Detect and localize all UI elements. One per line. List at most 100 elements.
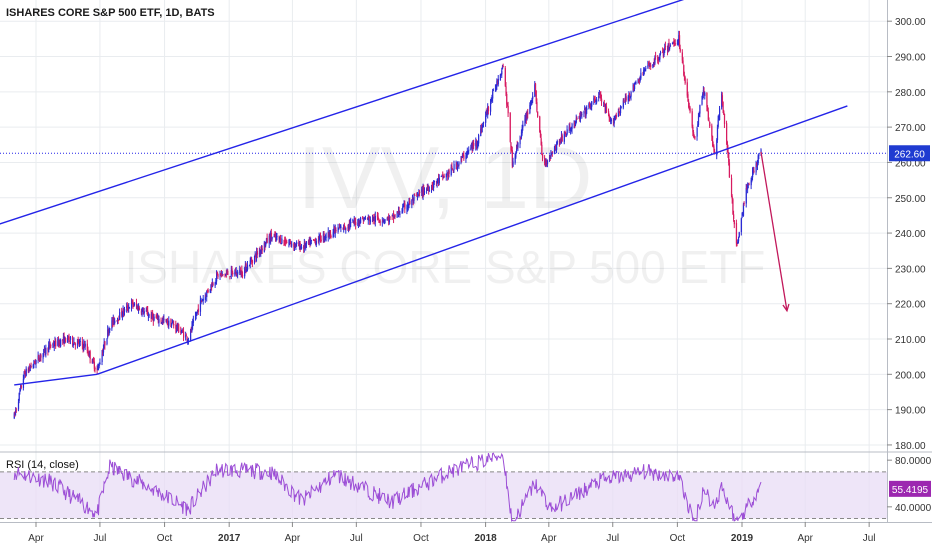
time-tick-label: Jul: [863, 533, 876, 544]
rsi-axis[interactable]: 40.0000 80.0000 55.4195: [887, 456, 932, 514]
candle-body: [13, 413, 15, 419]
candle-body: [368, 216, 370, 218]
rsi-line: [13, 452, 762, 522]
candle-body: [452, 169, 454, 171]
candle-body: [158, 319, 160, 323]
channel-upper-line[interactable]: [0, 0, 703, 233]
candle-body: [258, 250, 261, 255]
candle-body: [575, 121, 577, 126]
candle-body: [684, 77, 686, 84]
channel-lower-start-line[interactable]: [14, 373, 98, 386]
candle-body: [251, 260, 254, 264]
candle-body: [711, 135, 714, 144]
candle-body: [25, 368, 27, 376]
candle-body: [152, 312, 154, 318]
candle-body: [545, 159, 547, 167]
candle-body: [58, 342, 60, 345]
candle-body: [131, 301, 133, 308]
candle-body: [310, 241, 312, 245]
candle-body: [752, 171, 754, 172]
candle-body: [327, 231, 329, 238]
candle-body: [313, 240, 315, 241]
candle-body: [569, 126, 571, 130]
candle-body: [101, 353, 103, 363]
projection-arrow-line[interactable]: [760, 151, 788, 311]
candle-body: [310, 240, 313, 241]
candle-body: [182, 331, 184, 333]
candle-body: [598, 95, 600, 99]
price-tick-label: 210.00: [895, 335, 926, 346]
candle-body: [146, 310, 148, 312]
candle-body: [379, 221, 381, 223]
candle-body: [374, 216, 377, 223]
candle-body: [652, 64, 654, 66]
candle-body: [113, 317, 115, 324]
candle-body: [123, 309, 125, 313]
candle-body: [753, 170, 755, 172]
candle-body: [94, 368, 96, 370]
candle-body: [750, 180, 752, 186]
candle-body: [289, 241, 292, 243]
candle-body: [186, 336, 188, 341]
drawings-layer[interactable]: [0, 0, 887, 386]
candle-body: [589, 105, 591, 109]
candle-body: [501, 70, 503, 75]
candle-body: [163, 318, 165, 321]
candle-body: [241, 269, 243, 276]
candle-body: [329, 230, 331, 236]
price-pane[interactable]: [13, 30, 762, 420]
candle-body: [467, 150, 469, 153]
candle-body: [475, 140, 477, 147]
time-tick-label: Apr: [285, 533, 301, 544]
price-tick-label: 300.00: [895, 17, 926, 28]
candle-body: [280, 243, 282, 245]
candle-body: [357, 223, 359, 225]
candle-body: [230, 275, 232, 277]
candle-body: [57, 339, 60, 345]
candle-body: [142, 308, 144, 311]
candle-body: [431, 185, 433, 188]
candle-body: [126, 306, 128, 309]
candle-body: [73, 341, 75, 345]
candle-body: [756, 162, 759, 166]
candle-body: [246, 264, 249, 270]
candle-body: [315, 241, 317, 245]
candle-body: [98, 364, 100, 368]
time-tick-label: Oct: [413, 533, 429, 544]
candle-body: [246, 269, 248, 271]
candle-body: [551, 151, 554, 154]
candle-body: [96, 368, 98, 371]
candle-body: [259, 250, 261, 253]
candle-body: [698, 114, 700, 116]
candle-body: [453, 164, 455, 170]
candle-body: [242, 275, 244, 277]
candle-body: [693, 135, 695, 138]
candle-body: [733, 214, 735, 219]
candle-body: [263, 242, 266, 252]
candle-body: [250, 260, 252, 262]
candle-body: [107, 330, 110, 334]
candle-body: [249, 260, 251, 265]
candle-body: [756, 163, 758, 166]
time-axis[interactable]: Apr Jul Oct 2017 Apr Jul Oct 2018 Apr Jul Oct 2019 A…: [28, 522, 876, 544]
candle-body: [229, 276, 231, 277]
candle-body: [239, 270, 242, 275]
candle-body: [462, 154, 464, 156]
price-axis[interactable]: 180.00 190.00 200.00 210.00 220.00 230.00 240.…: [887, 17, 930, 452]
candle-body: [673, 41, 675, 44]
channel-lower-line[interactable]: [96, 105, 848, 375]
candle-body: [83, 343, 85, 348]
candle-body: [171, 322, 173, 324]
candle-body: [723, 111, 725, 115]
candle-body: [625, 96, 627, 101]
candle-body: [15, 410, 17, 413]
candle-body: [93, 357, 95, 362]
candle-body: [755, 164, 757, 173]
candle-body: [333, 227, 335, 234]
candle-body: [269, 236, 271, 242]
rsi-pane[interactable]: [0, 452, 887, 522]
candle-body: [689, 107, 691, 112]
candle-body: [652, 62, 655, 65]
candle-body: [232, 272, 234, 275]
candle-body: [536, 102, 538, 111]
